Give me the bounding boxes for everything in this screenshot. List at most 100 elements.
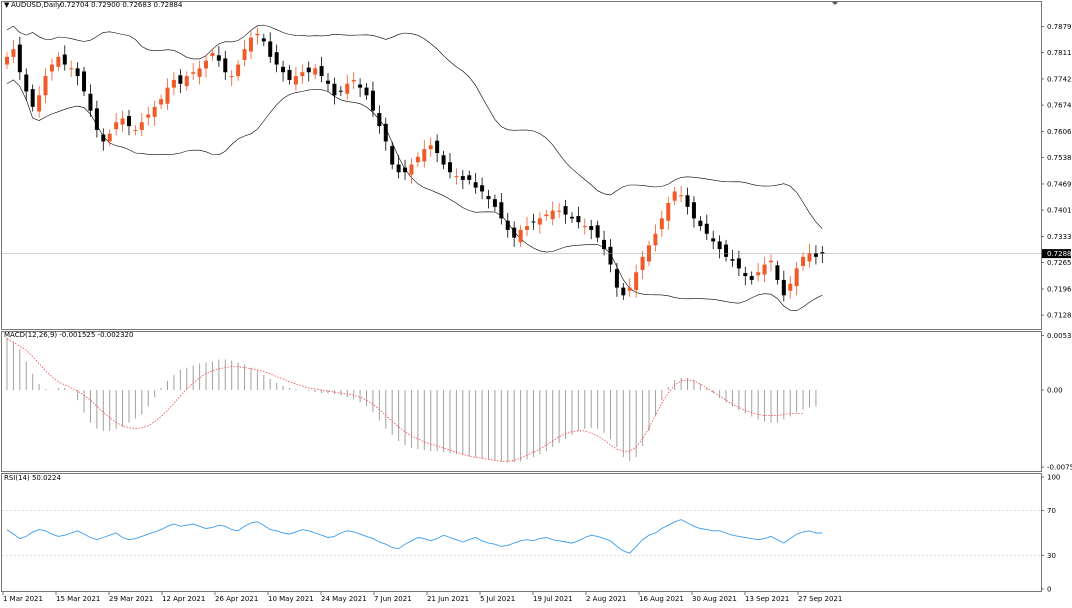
- rsi-tick-label: 70: [1047, 507, 1056, 515]
- symbol-dropdown-icon[interactable]: ▼: [4, 1, 10, 9]
- candle-body: [281, 66, 286, 73]
- price-tick-label: 0.77425: [1047, 75, 1072, 83]
- candle-body: [229, 76, 234, 78]
- candle-body: [614, 269, 619, 288]
- candle-body: [184, 76, 189, 87]
- candle-body: [261, 38, 266, 42]
- candle-body: [159, 99, 164, 105]
- candle-body: [216, 55, 221, 61]
- candle-body: [364, 87, 369, 96]
- candle-body: [499, 202, 504, 219]
- candle-body: [749, 276, 754, 280]
- candle-body: [300, 72, 305, 77]
- candle-body: [447, 162, 452, 173]
- rsi-pane-frame: [1, 473, 1042, 592]
- time-tick-label: 21 Jun 2021: [427, 595, 469, 603]
- candle-body: [775, 265, 780, 280]
- candle-body: [345, 83, 350, 94]
- time-tick-label: 7 Jun 2021: [374, 595, 412, 603]
- candle-body: [691, 202, 696, 219]
- bollinger-upper-band: [6, 24, 823, 229]
- candle-body: [659, 218, 664, 230]
- ohlc-readout: 0.72704 0.72900 0.72683 0.72884: [60, 1, 183, 9]
- candle-body: [698, 220, 703, 227]
- time-tick-label: 10 May 2021: [268, 595, 314, 603]
- candle-body: [634, 272, 639, 290]
- candle-body: [56, 56, 61, 67]
- time-tick-label: 13 Sep 2021: [745, 595, 789, 603]
- candle-body: [293, 76, 298, 85]
- candle-body: [306, 67, 311, 73]
- candle-body: [467, 175, 472, 180]
- macd-signal-line: [6, 338, 804, 462]
- current-price-badge: [1042, 249, 1071, 259]
- candle-body: [255, 33, 260, 36]
- candle-body: [62, 54, 67, 65]
- time-tick-label: 1 Mar 2021: [3, 595, 43, 603]
- candle-body: [204, 60, 209, 69]
- candle-body: [165, 87, 170, 104]
- time-tick-label: 16 Aug 2021: [639, 595, 684, 603]
- candle-body: [621, 287, 626, 296]
- candle-body: [139, 122, 144, 130]
- candle-body: [319, 66, 324, 77]
- candle-body: [435, 140, 440, 153]
- candle-body: [248, 37, 253, 52]
- candle-body: [409, 164, 414, 175]
- candle-body: [711, 238, 716, 242]
- candle-body: [685, 195, 690, 207]
- candle-body: [82, 71, 87, 92]
- candle-body: [30, 89, 35, 107]
- price-tick-label: 0.74015: [1047, 207, 1072, 215]
- candle-body: [415, 156, 420, 163]
- candle-body: [589, 226, 594, 230]
- candle-body: [525, 226, 530, 230]
- candle-body: [351, 79, 356, 82]
- candle-body: [820, 252, 825, 254]
- candle-body: [807, 253, 812, 262]
- candle-body: [396, 164, 401, 173]
- candle-body: [287, 69, 292, 80]
- candle-body: [358, 84, 363, 88]
- candle-body: [120, 118, 125, 125]
- candle-body: [146, 114, 151, 118]
- candle-body: [608, 246, 613, 265]
- candle-body: [531, 221, 536, 223]
- price-tick-label: 0.76745: [1047, 102, 1072, 110]
- candle-body: [24, 74, 29, 92]
- candle-body: [595, 225, 600, 238]
- time-axis: 1 Mar 2021 15 Mar 2021 29 Mar 2021 12 Apr 2…: [2, 592, 842, 603]
- candle-body: [94, 108, 99, 130]
- time-tick-label: 2 Aug 2021: [586, 595, 626, 603]
- candle-body: [569, 216, 574, 219]
- shift-marker-icon[interactable]: [832, 2, 838, 5]
- candle-body: [370, 90, 375, 111]
- candle-body: [537, 218, 542, 225]
- candle-body: [627, 287, 632, 291]
- candle-body: [602, 239, 607, 250]
- candle-body: [43, 76, 48, 96]
- candle-body: [274, 52, 279, 65]
- candle-body: [788, 283, 793, 291]
- candle-body: [69, 68, 74, 70]
- candle-body: [724, 244, 729, 257]
- candle-body: [126, 116, 131, 127]
- candle-body: [736, 258, 741, 269]
- candle-body: [428, 145, 433, 150]
- candle-body: [794, 268, 799, 287]
- candle-body: [326, 80, 330, 84]
- rsi-line: [6, 519, 823, 554]
- candle-body: [178, 75, 183, 84]
- candle-body: [441, 155, 446, 165]
- candle-body: [383, 123, 388, 142]
- candle-body: [480, 185, 485, 192]
- candle-body: [152, 106, 157, 117]
- time-tick-label: 19 Jul 2021: [533, 595, 573, 603]
- candle-body: [473, 182, 478, 188]
